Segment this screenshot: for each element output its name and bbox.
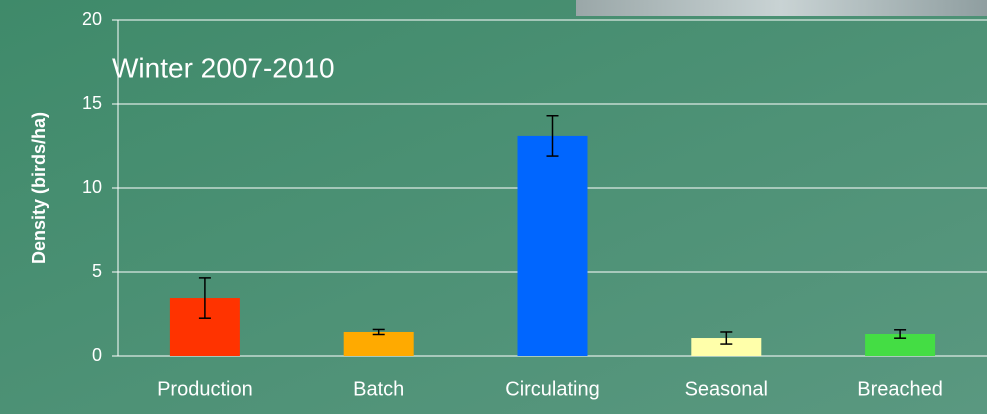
y-axis-label: Density (birds/ha) xyxy=(29,112,49,264)
bar xyxy=(344,332,414,356)
x-tick-label: Breached xyxy=(857,378,943,400)
photo-strip xyxy=(576,0,987,16)
y-tick-label: 5 xyxy=(92,261,102,281)
x-tick-label: Batch xyxy=(353,378,404,400)
y-tick-label: 10 xyxy=(82,177,102,197)
x-tick-label: Circulating xyxy=(505,378,599,400)
chart-title: Winter 2007-2010 xyxy=(112,52,335,83)
chart: Winter 2007-2010 Density (birds/ha) 0 5 10… xyxy=(0,0,987,414)
x-tick-label: Seasonal xyxy=(685,378,768,400)
y-tick-label: 15 xyxy=(82,93,102,113)
y-tick-label: 0 xyxy=(92,345,102,365)
y-tick-label: 20 xyxy=(82,9,102,29)
bar xyxy=(518,136,588,356)
x-tick-label: Production xyxy=(157,378,253,400)
